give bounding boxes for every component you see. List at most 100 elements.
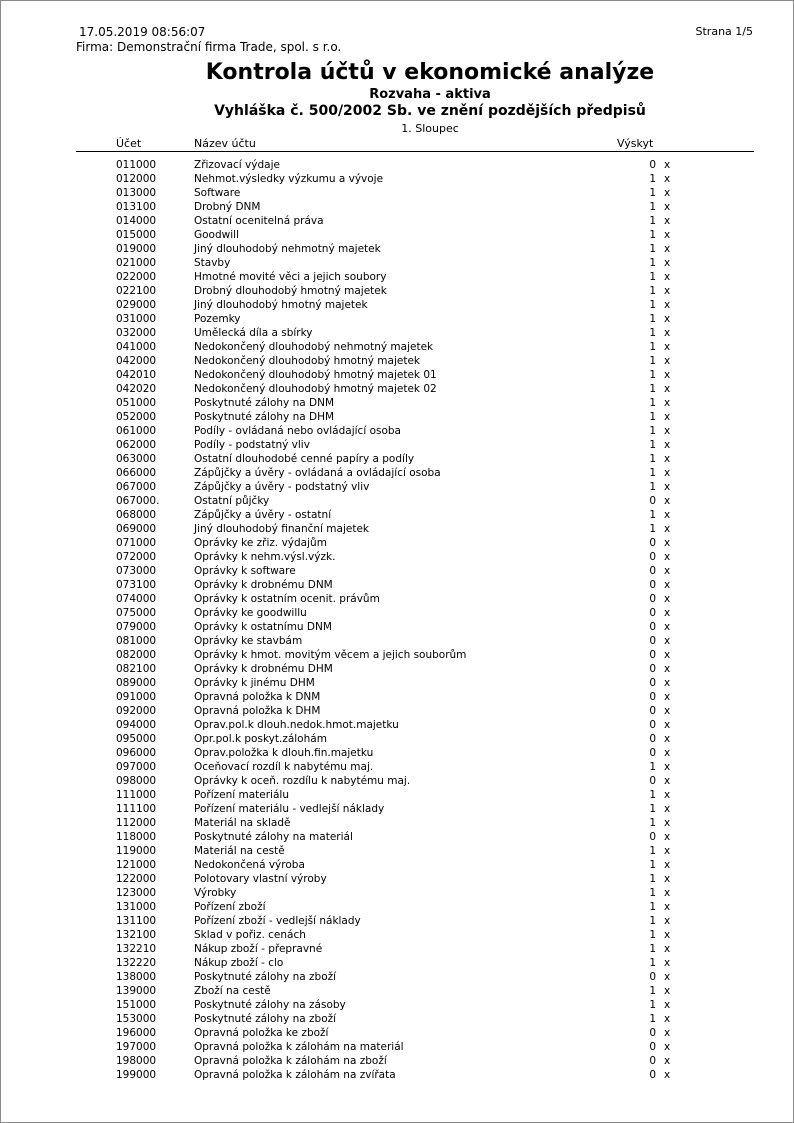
account-number: 199000 (116, 1069, 157, 1081)
account-number: 198000 (116, 1055, 157, 1067)
occurrence-mark: x (664, 215, 671, 227)
occurrence-value: 0 (649, 495, 656, 507)
occurrence-mark: x (664, 1013, 671, 1025)
account-name: Ostatní ocenitelná práva (194, 215, 324, 227)
occurrence-value: 0 (649, 1027, 656, 1039)
table-row: 011000 Zřizovací výdaje 0 x (0, 158, 794, 172)
account-name: Oprávky k ostatnímu DNM (194, 621, 332, 633)
occurrence-mark: x (664, 369, 671, 381)
account-name: Jiný dlouhodobý nehmotný majetek (194, 243, 381, 255)
account-number: 122000 (116, 873, 157, 885)
occurrence-value: 1 (649, 201, 656, 213)
occurrence-mark: x (664, 537, 671, 549)
occurrence-mark: x (664, 719, 671, 731)
occurrence-value: 0 (649, 719, 656, 731)
table-row: 075000 Oprávky ke goodwillu 0 x (0, 606, 794, 620)
occurrence-mark: x (664, 523, 671, 535)
occurrence-mark: x (664, 481, 671, 493)
occurrence-value: 1 (649, 411, 656, 423)
table-row: 091000 Opravná položka k DNM 0 x (0, 690, 794, 704)
occurrence-value: 1 (649, 887, 656, 899)
account-number: 196000 (116, 1027, 157, 1039)
occurrence-value: 1 (649, 873, 656, 885)
account-name: Zápůjčky a úvěry - ostatní (194, 509, 332, 521)
report-regulation: Vyhláška č. 500/2002 Sb. ve znění pozděj… (214, 103, 646, 119)
account-name: Opravná položka ke zboží (194, 1027, 329, 1039)
table-row: 014000 Ostatní ocenitelná práva 1 x (0, 214, 794, 228)
occurrence-value: 1 (649, 1013, 656, 1025)
occurrence-value: 0 (649, 537, 656, 549)
account-name: Polotovary vlastní výroby (194, 873, 327, 885)
occurrence-value: 1 (649, 439, 656, 451)
occurrence-value: 1 (649, 285, 656, 297)
account-name: Oprávky k software (194, 565, 296, 577)
account-name: Nákup zboží - clo (194, 957, 284, 969)
account-number: 073100 (116, 579, 157, 591)
account-name: Stavby (194, 257, 231, 269)
account-name: Drobný DNM (194, 201, 261, 213)
occurrence-mark: x (664, 663, 671, 675)
table-row: 139000 Zboží na cestě 1 x (0, 984, 794, 998)
table-row: 082000 Oprávky k hmot. movitým věcem a je… (0, 648, 794, 662)
table-row: 062000 Podíly - podstatný vliv 1 x (0, 438, 794, 452)
account-number: 119000 (116, 845, 157, 857)
occurrence-value: 0 (649, 747, 656, 759)
account-name: Oprávky ke zřiz. výdajům (194, 537, 327, 549)
occurrence-mark: x (664, 593, 671, 605)
account-number: 014000 (116, 215, 157, 227)
table-row: 066000 Zápůjčky a úvěry - ovládaná a ovlá… (0, 466, 794, 480)
occurrence-mark: x (664, 1055, 671, 1067)
occurrence-mark: x (664, 229, 671, 241)
account-name: Oprávky k jinému DHM (194, 677, 315, 689)
occurrence-mark: x (664, 677, 671, 689)
account-number: 111000 (116, 789, 157, 801)
table-row: 042000 Nedokončený dlouhodobý hmotný maje… (0, 354, 794, 368)
occurrence-mark: x (664, 327, 671, 339)
account-number: 131000 (116, 901, 157, 913)
occurrence-value: 1 (649, 803, 656, 815)
occurrence-mark: x (664, 649, 671, 661)
account-name: Oprav.položka k dlouh.fin.majetku (194, 747, 374, 759)
account-number: 015000 (116, 229, 157, 241)
account-name: Pořízení zboží - vedlejší náklady (194, 915, 361, 927)
occurrence-value: 0 (649, 621, 656, 633)
occurrence-value: 0 (649, 733, 656, 745)
account-name: Oprávky k drobnému DNM (194, 579, 333, 591)
occurrence-value: 1 (649, 215, 656, 227)
column-header-name: Název účtu (194, 137, 256, 150)
occurrence-value: 1 (649, 845, 656, 857)
table-row: 121000 Nedokončená výroba 1 x (0, 858, 794, 872)
account-number: 091000 (116, 691, 157, 703)
table-row: 061000 Podíly - ovládaná nebo ovládající … (0, 424, 794, 438)
account-name: Zápůjčky a úvěry - ovládaná a ovládající… (194, 467, 441, 479)
occurrence-value: 1 (649, 929, 656, 941)
table-row: 031000 Pozemky 1 x (0, 312, 794, 326)
table-row: 092000 Opravná položka k DHM 0 x (0, 704, 794, 718)
occurrence-value: 1 (649, 425, 656, 437)
occurrence-value: 0 (649, 593, 656, 605)
account-name: Poskytnuté zálohy na zboží (194, 1013, 337, 1025)
occurrence-mark: x (664, 747, 671, 759)
occurrence-mark: x (664, 999, 671, 1011)
company-name: Firma: Demonstrační firma Trade, spol. s… (76, 40, 342, 54)
occurrence-mark: x (664, 187, 671, 199)
account-number: 042000 (116, 355, 157, 367)
table-row: 123000 Výrobky 1 x (0, 886, 794, 900)
print-datetime: 17.05.2019 08:56:07 (79, 25, 206, 39)
account-number: 067000. (116, 495, 160, 507)
occurrence-value: 1 (649, 509, 656, 521)
account-name: Výrobky (194, 887, 237, 899)
table-row: 132220 Nákup zboží - clo 1 x (0, 956, 794, 970)
account-name: Oprav.pol.k dlouh.nedok.hmot.majetku (194, 719, 399, 731)
report-subtitle: Rozvaha - aktiva (369, 87, 491, 102)
occurrence-value: 1 (649, 761, 656, 773)
table-row: 199000 Opravná položka k zálohám na zvířa… (0, 1068, 794, 1082)
occurrence-mark: x (664, 607, 671, 619)
occurrence-mark: x (664, 985, 671, 997)
account-name: Opravná položka k zálohám na zvířata (194, 1069, 396, 1081)
account-number: 151000 (116, 999, 157, 1011)
account-number: 042020 (116, 383, 157, 395)
table-row: 067000. Ostatní půjčky 0 x (0, 494, 794, 508)
account-name: Goodwill (194, 229, 239, 241)
report-column: 1. Sloupec (401, 122, 459, 135)
